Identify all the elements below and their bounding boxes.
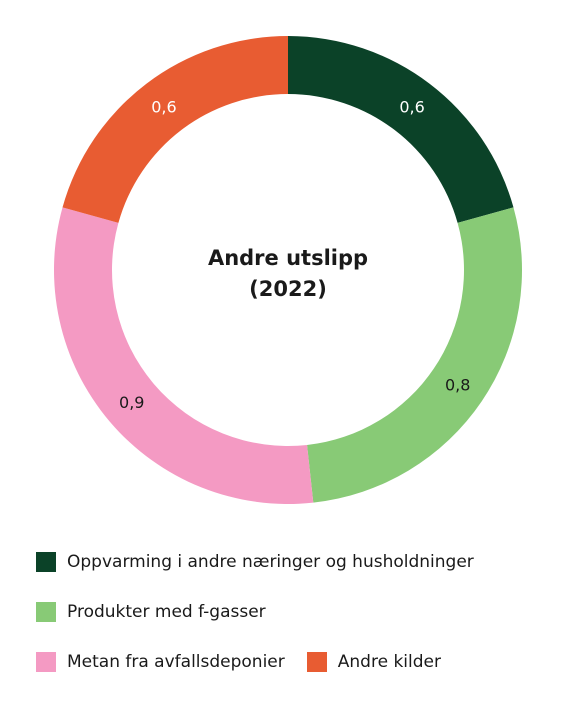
legend-swatch (36, 552, 56, 572)
legend: Oppvarming i andre næringer og husholdni… (36, 548, 566, 698)
legend-label: Produkter med f-gasser (67, 602, 266, 622)
legend-row: Produkter med f-gasser (36, 598, 566, 626)
legend-item-andre-kilder: Andre kilder (306, 652, 441, 672)
legend-row: Metan fra avfallsdeponier Andre kilder (36, 648, 566, 676)
slice-labels: 0,6 0,8 0,9 0,6 (119, 97, 470, 412)
slice-value-label: 0,8 (445, 376, 470, 395)
donut-chart: 0,6 0,8 0,9 0,6 Andre utslipp (2022) (53, 36, 522, 504)
donut-slice (53, 207, 314, 504)
legend-item-metan: Metan fra avfallsdeponier (36, 652, 285, 672)
legend-label: Oppvarming i andre næringer og husholdni… (67, 552, 474, 572)
legend-row: Oppvarming i andre næringer og husholdni… (36, 548, 566, 576)
legend-label: Metan fra avfallsdeponier (67, 652, 285, 672)
legend-item-oppvarming: Oppvarming i andre næringer og husholdni… (36, 552, 474, 572)
slice-value-label: 0,6 (399, 97, 424, 116)
chart-subtitle: (2022) (249, 277, 327, 301)
donut-slice (307, 207, 522, 503)
legend-swatch (36, 652, 56, 672)
slice-value-label: 0,9 (119, 393, 144, 412)
legend-label: Andre kilder (337, 652, 441, 672)
chart-title: Andre utslipp (208, 246, 368, 270)
legend-swatch (36, 602, 56, 622)
slice-value-label: 0,6 (151, 97, 176, 116)
legend-item-produkter: Produkter med f-gasser (36, 602, 266, 622)
donut-slice (62, 36, 289, 223)
donut-slices (53, 36, 522, 504)
legend-swatch (306, 652, 327, 672)
donut-slice (288, 36, 514, 223)
